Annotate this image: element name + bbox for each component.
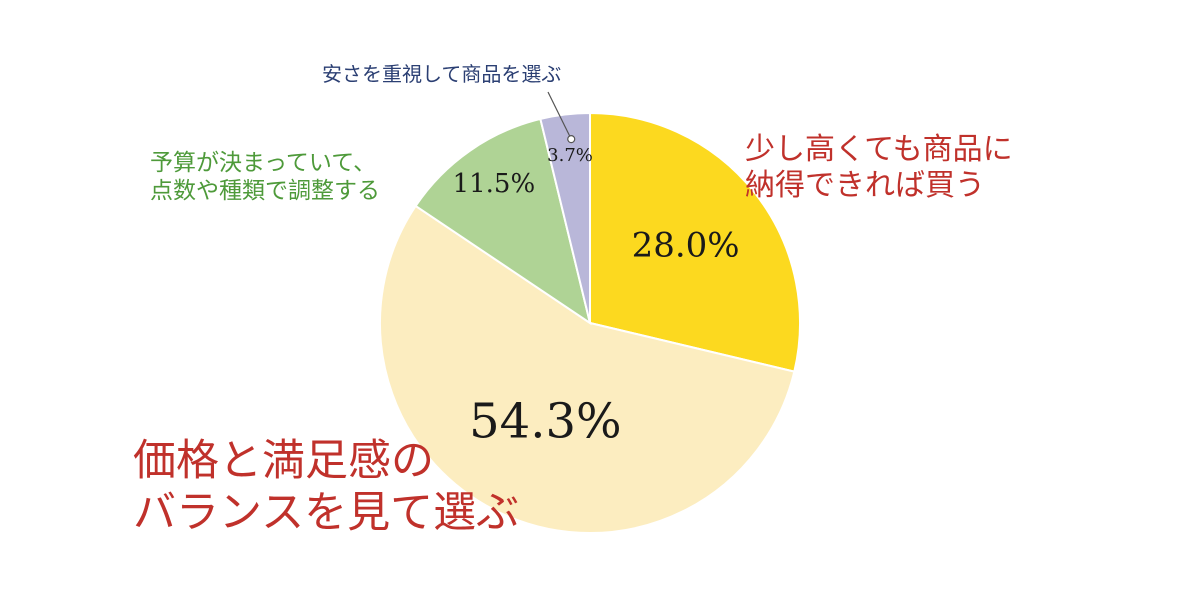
leader-line (547, 91, 572, 140)
category-label-buy-if-satisfied: 少し高くても商品に 納得できれば買う (745, 132, 1013, 204)
pie-slice-fixed-budget (414, 117, 592, 326)
category-label-line: 少し高くても商品に (745, 132, 1013, 167)
value-label-buy-if-satisfied: 28.0% (632, 225, 740, 265)
leader-dot (567, 135, 576, 144)
category-label-line: 予算が決まっていて、 (150, 150, 377, 176)
category-label-fixed-budget: 予算が決まっていて、 点数や種類で調整する (150, 150, 380, 205)
category-label-cheap: 安さを重視して商品を選ぶ (322, 62, 561, 86)
category-label-line: 点数や種類で調整する (150, 177, 380, 204)
pie-slice-buy-if-satisfied (589, 111, 801, 373)
category-label-balance: 価格と満足感の バランスを見て選ぶ (133, 436, 519, 539)
category-label-line: 納得できれば買う (745, 168, 985, 203)
category-label-line: 安さを重視して商品を選ぶ (322, 62, 562, 86)
pie-slice-cheap (539, 111, 591, 324)
value-label-cheap: 3.7% (547, 145, 593, 166)
pie-slice-balance (379, 204, 796, 534)
value-label-fixed-budget: 11.5% (453, 169, 536, 199)
category-label-line: 価格と満足感の (133, 436, 434, 486)
category-label-line: バランスを見て選ぶ (133, 487, 520, 538)
value-label-balance: 54.3% (469, 393, 621, 449)
